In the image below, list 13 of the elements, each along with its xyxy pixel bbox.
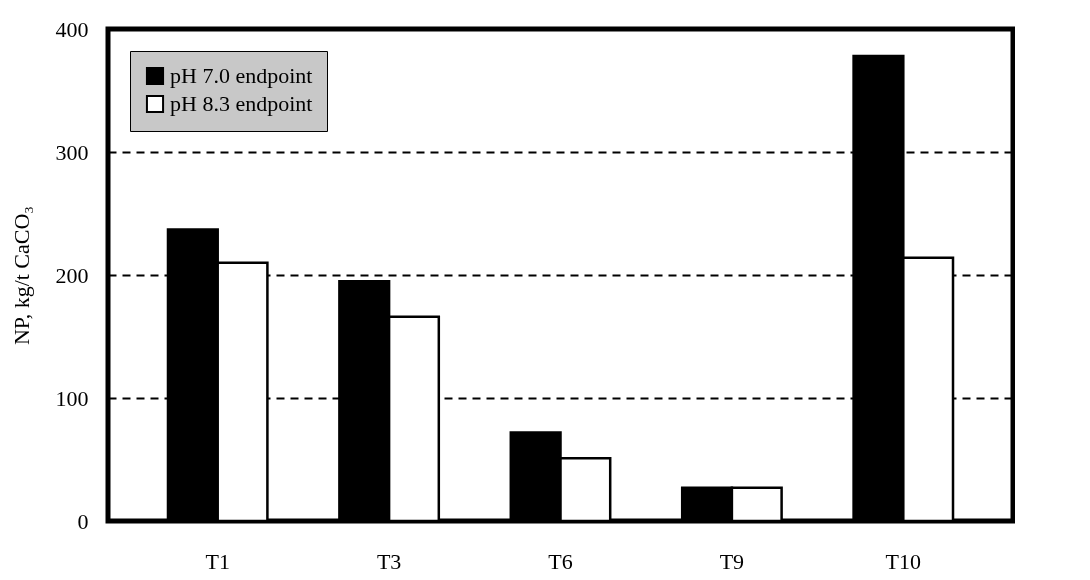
y-tick-label: 100 bbox=[55, 385, 89, 411]
y-tick-label: 200 bbox=[55, 262, 89, 288]
x-tick-label: T9 bbox=[719, 548, 745, 574]
y-tick-label: 0 bbox=[77, 508, 89, 534]
y-tick-label: 400 bbox=[55, 16, 89, 42]
legend-label: pH 7.0 endpoint bbox=[170, 63, 313, 88]
x-tick-label: T6 bbox=[548, 548, 573, 574]
y-axis-title: NP, kg/t CaCO₃ bbox=[8, 205, 34, 346]
x-tick-label: T1 bbox=[205, 548, 230, 574]
x-tick-label: T10 bbox=[885, 548, 922, 574]
legend-label: pH 8.3 endpoint bbox=[170, 91, 313, 116]
y-tick-label: 300 bbox=[55, 139, 89, 165]
x-tick-label: T3 bbox=[376, 548, 402, 574]
